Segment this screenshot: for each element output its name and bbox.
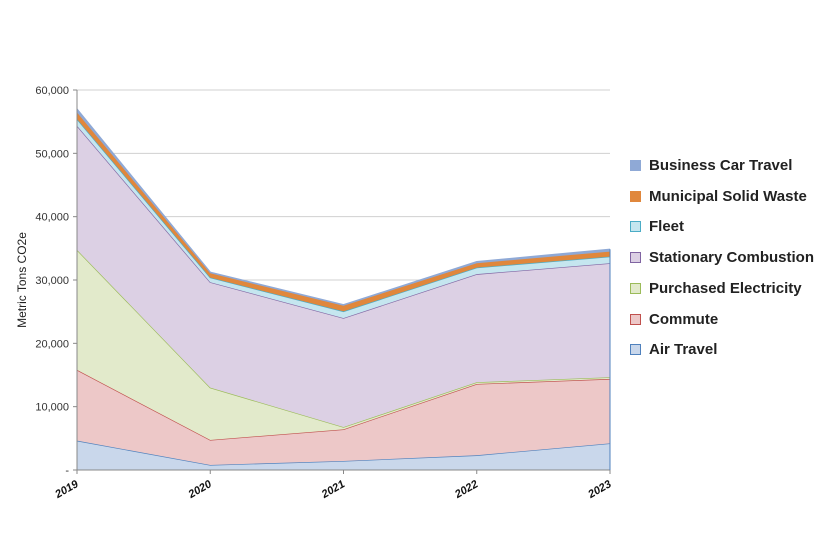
- legend-swatch: [630, 313, 641, 325]
- legend-item: Purchased Electricity: [630, 280, 802, 297]
- y-tick-label: -: [65, 465, 69, 477]
- area-air-travel: [77, 440, 610, 470]
- y-tick-label: 60,000: [35, 85, 69, 97]
- legend-item: Municipal Solid Waste: [630, 188, 807, 205]
- legend-swatch: [630, 160, 641, 171]
- legend-item: Business Car Travel: [630, 157, 792, 174]
- legend-swatch: [630, 190, 641, 202]
- legend-label: Municipal Solid Waste: [649, 187, 807, 205]
- legend-label: Stationary Combustion: [649, 249, 815, 267]
- x-tick-label: 2023: [585, 478, 613, 501]
- x-tick-label: 2022: [452, 478, 480, 501]
- legend-item: Stationary Combustion: [630, 249, 814, 266]
- legend-item: Air Travel: [630, 341, 717, 358]
- legend-label: Purchased Electricity: [649, 279, 802, 297]
- area-stationary-combustion: [77, 125, 610, 428]
- x-tick-label: 2020: [186, 478, 215, 502]
- legend-swatch: [630, 221, 641, 233]
- y-axis-label: Metric Tons CO2e: [15, 232, 29, 328]
- y-tick-label: 50,000: [35, 148, 69, 160]
- y-tick-label: 20,000: [35, 338, 69, 350]
- legend-swatch: [630, 252, 641, 264]
- legend-item: Fleet: [630, 218, 684, 235]
- y-tick-label: 30,000: [35, 275, 69, 287]
- area-commute: [77, 369, 610, 465]
- legend-label: Fleet: [649, 218, 685, 236]
- y-tick-label: 10,000: [35, 402, 69, 414]
- area-purchased-electricity: [77, 249, 610, 440]
- legend-swatch: [630, 344, 641, 356]
- legend-swatch: [630, 282, 641, 294]
- legend-label: Air Travel: [649, 341, 718, 359]
- legend-label: Commute: [649, 310, 719, 328]
- y-tick-label: 40,000: [35, 212, 69, 224]
- legend-label: Business Car Travel: [649, 157, 793, 174]
- x-tick-label: 2021: [319, 478, 347, 501]
- legend-item: Commute: [630, 311, 718, 328]
- x-tick-label: 2019: [52, 478, 81, 502]
- area-line-business-car-travel: [76, 108, 611, 306]
